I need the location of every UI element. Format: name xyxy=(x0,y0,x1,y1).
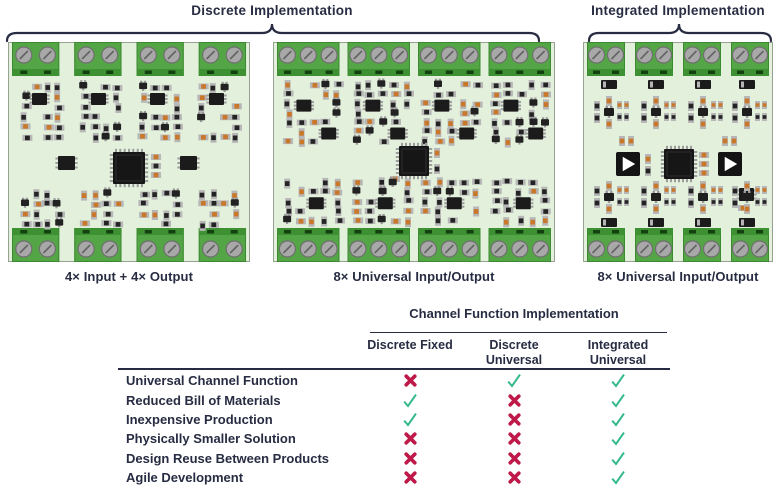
mark-cell xyxy=(566,449,670,468)
mark-cell xyxy=(566,429,670,448)
row-label: Design Reuse Between Products xyxy=(126,450,329,466)
check-icon xyxy=(611,393,625,408)
table-title: Channel Function Implementation xyxy=(409,306,619,321)
table-row: Inexpensive Production xyxy=(118,410,670,429)
row-label: Physically Smaller Solution xyxy=(126,431,296,447)
pcb-board-discrete-fixed xyxy=(8,42,250,262)
pcb-board-integrated-universal xyxy=(583,42,773,262)
group-label-discrete: Discrete Implementation xyxy=(191,3,353,18)
mark-cell xyxy=(566,410,670,429)
check-icon xyxy=(611,451,625,466)
mark-cell xyxy=(462,371,566,390)
brace-discrete xyxy=(5,23,541,43)
column-header: Discrete Fixed xyxy=(367,338,453,352)
table-header-rule xyxy=(118,368,670,370)
mark-cell xyxy=(462,429,566,448)
column-header: Discrete Universal xyxy=(485,338,543,367)
cross-icon xyxy=(507,471,521,484)
table-row: Reduced Bill of Materials xyxy=(118,390,670,409)
check-icon xyxy=(507,374,521,388)
mark-cell xyxy=(566,468,670,487)
table-row: Design Reuse Between Products xyxy=(118,449,670,468)
table-row: Universal Channel Function xyxy=(118,371,670,390)
cross-icon xyxy=(403,471,417,484)
mark-cell xyxy=(358,468,462,487)
comparison-table: Channel Function Implementation Discrete… xyxy=(118,304,670,488)
mark-cell xyxy=(358,429,462,448)
board-caption-discrete-fixed: 4× Input + 4× Output xyxy=(64,269,194,284)
pcb-render xyxy=(8,42,250,262)
mark-cell xyxy=(358,371,462,390)
pcb-board-discrete-universal xyxy=(273,42,555,262)
group-label-integrated: Integrated Implementation xyxy=(591,3,765,18)
header-spacer xyxy=(118,336,358,368)
pcb-render xyxy=(273,42,555,262)
row-label: Inexpensive Production xyxy=(126,411,273,427)
table-header-row: Discrete Fixed Discrete Universal Integrat… xyxy=(118,336,670,368)
cross-icon xyxy=(507,393,521,407)
cross-icon xyxy=(403,432,417,445)
mark-cell xyxy=(462,449,566,468)
row-label: Agile Development xyxy=(126,470,244,486)
board-caption-discrete-universal: 8× Universal Input/Output xyxy=(333,269,495,284)
row-label: Reduced Bill of Materials xyxy=(126,392,281,408)
check-icon xyxy=(403,412,417,427)
mark-cell xyxy=(462,410,566,429)
mark-cell xyxy=(462,390,566,409)
cross-icon xyxy=(403,374,417,387)
check-icon xyxy=(403,393,417,408)
cross-icon xyxy=(507,432,521,445)
check-icon xyxy=(611,471,625,485)
table-title-rule xyxy=(370,332,667,333)
cross-icon xyxy=(507,413,521,426)
mark-cell xyxy=(358,390,462,409)
table-row: Physically Smaller Solution xyxy=(118,429,670,448)
mark-cell xyxy=(462,468,566,487)
mark-cell xyxy=(566,371,670,390)
brace-graphics xyxy=(5,23,773,43)
table-body: Universal Channel Function Reduced Bill o… xyxy=(118,371,670,487)
column-header: Integrated Universal xyxy=(587,338,649,367)
mark-cell xyxy=(358,449,462,468)
row-label: Universal Channel Function xyxy=(126,373,298,389)
mark-cell xyxy=(566,390,670,409)
cross-icon xyxy=(507,452,521,465)
brace-integrated xyxy=(587,23,773,43)
check-icon xyxy=(611,412,625,427)
check-icon xyxy=(611,374,625,388)
mark-cell xyxy=(358,410,462,429)
check-icon xyxy=(611,432,625,446)
table-row: Agile Development xyxy=(118,468,670,487)
board-caption-integrated-universal: 8× Universal Input/Output xyxy=(597,269,759,284)
pcb-render xyxy=(583,42,773,262)
cross-icon xyxy=(403,452,417,465)
